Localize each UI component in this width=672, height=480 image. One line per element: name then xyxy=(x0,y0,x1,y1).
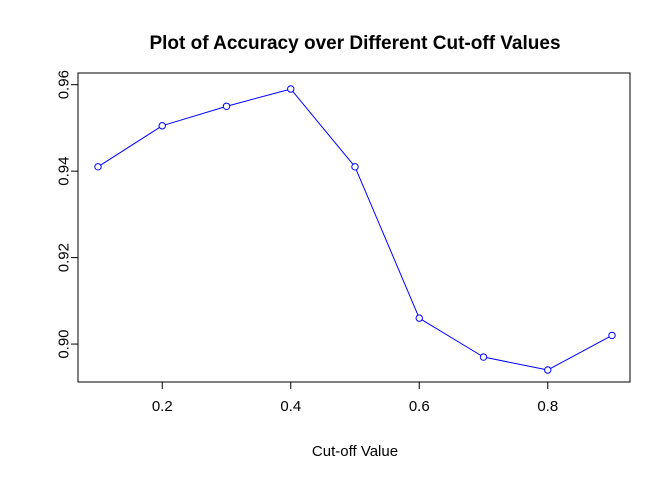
data-point xyxy=(222,102,231,110)
data-point xyxy=(544,366,552,374)
series-accuracy xyxy=(94,85,616,374)
y-axis: 0.90 0.92 0.94 0.96 xyxy=(56,70,79,359)
x-tick-label: 0.4 xyxy=(280,398,301,415)
line-segment xyxy=(229,89,288,106)
data-point xyxy=(351,163,359,171)
x-tick-label: 0.6 xyxy=(409,398,430,415)
line-segment xyxy=(550,336,610,369)
y-tick-label: 0.94 xyxy=(56,157,73,186)
line-segment xyxy=(100,127,160,166)
data-point xyxy=(287,85,295,93)
plot-area-frame xyxy=(77,72,631,383)
y-tick-label: 0.90 xyxy=(56,329,73,358)
data-point xyxy=(158,122,166,130)
chart-title: Plot of Accuracy over Different Cut-off … xyxy=(149,33,560,54)
line-segment xyxy=(292,91,354,165)
x-tick-label: 0.8 xyxy=(537,398,558,415)
y-tick-label: 0.96 xyxy=(56,70,73,99)
line-segment xyxy=(355,169,419,316)
x-axis-label: Cut-off Value xyxy=(312,443,398,460)
line-segment xyxy=(486,357,545,370)
line-segment xyxy=(421,319,482,356)
data-point xyxy=(608,331,616,340)
data-point xyxy=(479,353,488,361)
line-segment xyxy=(165,106,224,126)
data-point xyxy=(94,163,102,171)
y-tick-label: 0.92 xyxy=(56,243,73,272)
x-tick-label: 0.2 xyxy=(152,398,173,415)
data-point xyxy=(415,314,423,322)
x-axis: 0.2 0.4 0.6 0.8 xyxy=(152,381,558,415)
